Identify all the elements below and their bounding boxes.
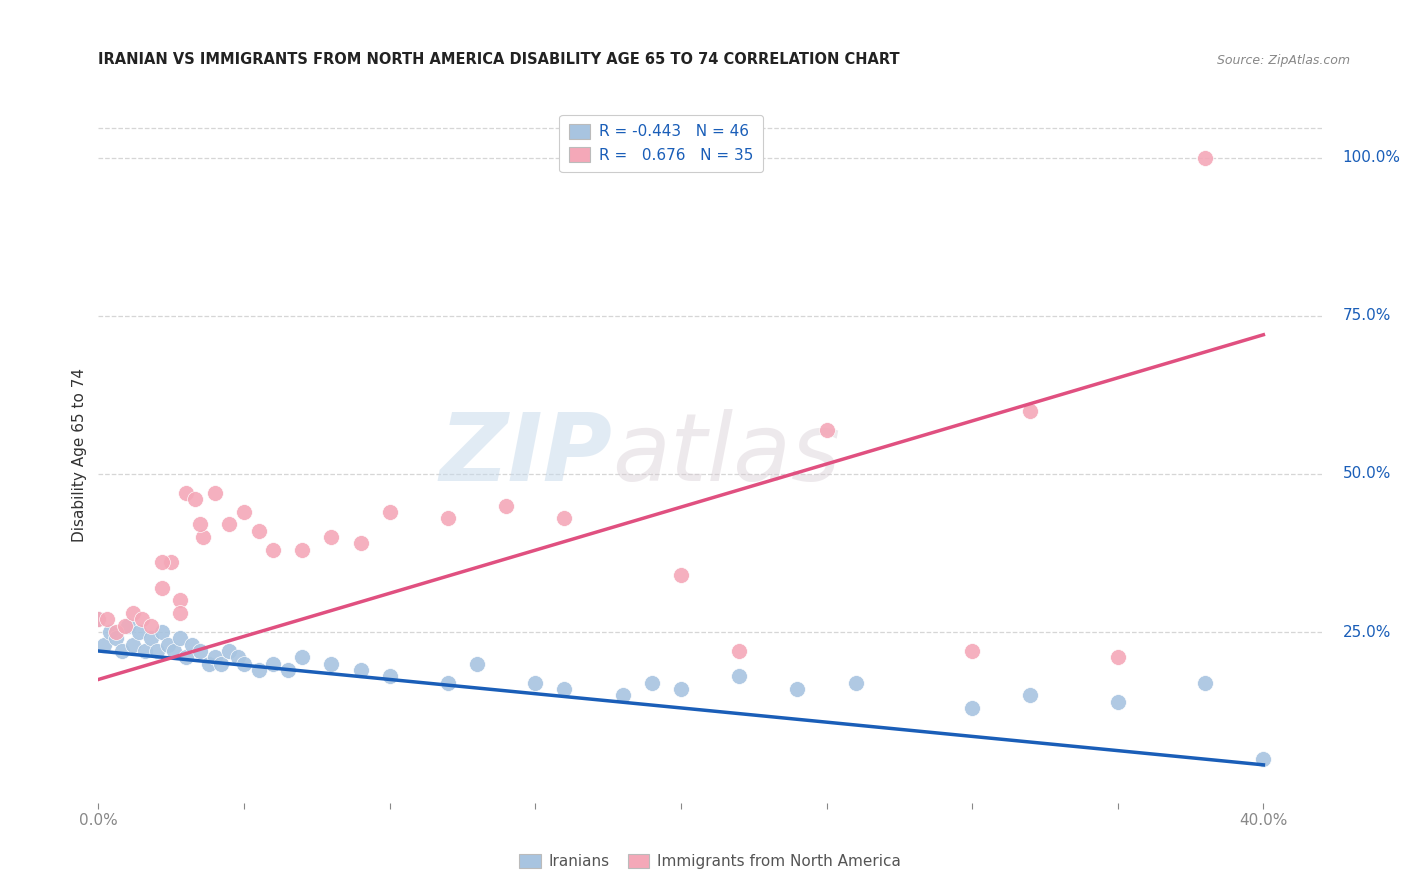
Point <box>145 644 167 658</box>
Point <box>226 650 249 665</box>
Point <box>169 606 191 620</box>
Text: ZIP: ZIP <box>439 409 612 501</box>
Point <box>291 542 314 557</box>
Point <box>204 650 226 665</box>
Point <box>612 688 634 702</box>
Point <box>1107 650 1129 665</box>
Point <box>139 618 162 632</box>
Point <box>163 644 186 658</box>
Point <box>728 669 751 683</box>
Point <box>262 657 284 671</box>
Point <box>321 657 343 671</box>
Point <box>553 681 575 696</box>
Point <box>111 644 134 658</box>
Point <box>218 644 240 658</box>
Point <box>169 593 191 607</box>
Point <box>193 530 215 544</box>
Point <box>104 625 127 640</box>
Point <box>98 625 121 640</box>
Point <box>93 638 115 652</box>
Point <box>277 663 299 677</box>
Point <box>128 625 150 640</box>
Point <box>262 542 284 557</box>
Point <box>437 675 460 690</box>
Point <box>247 663 270 677</box>
Point <box>1019 688 1042 702</box>
Point <box>815 423 838 437</box>
Point <box>139 632 162 646</box>
Point <box>1107 695 1129 709</box>
Point <box>495 499 517 513</box>
Point <box>378 505 401 519</box>
Point <box>669 568 692 582</box>
Point <box>114 618 136 632</box>
Point <box>1019 403 1042 417</box>
Point <box>104 632 127 646</box>
Point <box>174 486 197 500</box>
Point <box>349 663 371 677</box>
Point <box>209 657 232 671</box>
Text: 100.0%: 100.0% <box>1343 150 1400 165</box>
Point <box>786 681 808 696</box>
Point <box>157 638 180 652</box>
Point <box>960 701 983 715</box>
Point <box>321 530 343 544</box>
Point <box>1194 675 1216 690</box>
Point <box>669 681 692 696</box>
Point <box>728 644 751 658</box>
Point <box>198 657 221 671</box>
Point <box>553 511 575 525</box>
Point <box>437 511 460 525</box>
Text: 75.0%: 75.0% <box>1343 309 1391 323</box>
Point <box>960 644 983 658</box>
Point <box>117 618 139 632</box>
Point <box>465 657 488 671</box>
Point <box>169 632 191 646</box>
Point <box>233 505 256 519</box>
Point <box>152 581 174 595</box>
Text: 50.0%: 50.0% <box>1343 467 1391 482</box>
Point <box>233 657 256 671</box>
Point <box>218 517 240 532</box>
Text: atlas: atlas <box>612 409 841 500</box>
Point <box>349 536 371 550</box>
Point <box>152 556 174 570</box>
Text: Source: ZipAtlas.com: Source: ZipAtlas.com <box>1216 54 1350 67</box>
Point <box>122 606 145 620</box>
Point <box>96 612 118 626</box>
Point <box>122 638 145 652</box>
Point <box>247 524 270 538</box>
Point <box>134 644 156 658</box>
Point <box>845 675 868 690</box>
Legend: Iranians, Immigrants from North America: Iranians, Immigrants from North America <box>513 847 907 875</box>
Text: IRANIAN VS IMMIGRANTS FROM NORTH AMERICA DISABILITY AGE 65 TO 74 CORRELATION CHA: IRANIAN VS IMMIGRANTS FROM NORTH AMERICA… <box>98 52 900 67</box>
Point <box>87 612 110 626</box>
Point <box>188 644 212 658</box>
Point <box>152 625 174 640</box>
Text: 25.0%: 25.0% <box>1343 624 1391 640</box>
Point <box>160 556 183 570</box>
Y-axis label: Disability Age 65 to 74: Disability Age 65 to 74 <box>72 368 87 542</box>
Point <box>188 517 212 532</box>
Point <box>291 650 314 665</box>
Point <box>131 612 153 626</box>
Point <box>378 669 401 683</box>
Point <box>1253 751 1275 765</box>
Point <box>1194 151 1216 165</box>
Point <box>183 492 205 507</box>
Point <box>180 638 202 652</box>
Point <box>87 612 110 626</box>
Point <box>174 650 197 665</box>
Point <box>524 675 547 690</box>
Point <box>641 675 664 690</box>
Point <box>204 486 226 500</box>
